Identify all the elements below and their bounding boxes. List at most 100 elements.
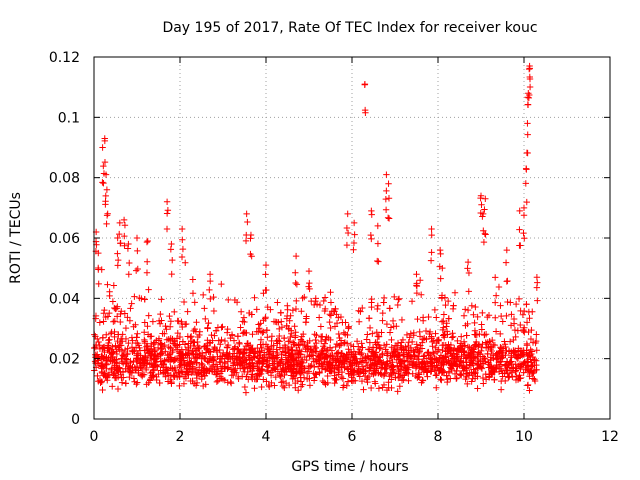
roti-point	[115, 344, 122, 351]
roti-point	[255, 328, 262, 335]
roti-point	[365, 315, 373, 322]
roti-point	[438, 294, 446, 301]
roti-point	[375, 385, 383, 392]
roti-point	[213, 378, 221, 386]
roti-point	[122, 365, 129, 372]
roti-point	[319, 377, 326, 385]
roti-point	[195, 345, 202, 352]
roti-point	[433, 384, 440, 391]
roti-point	[350, 239, 358, 247]
roti-point	[512, 333, 519, 341]
roti-point	[260, 360, 267, 367]
roti-point	[469, 346, 477, 353]
roti-point	[291, 334, 299, 341]
roti-point	[523, 166, 530, 173]
roti-point	[366, 339, 374, 346]
roti-point	[196, 331, 203, 339]
roti-point	[213, 348, 221, 356]
roti-point	[520, 229, 527, 237]
roti-point	[178, 253, 186, 261]
roti-point	[392, 374, 399, 381]
roti-point	[375, 333, 383, 340]
roti-point	[141, 338, 149, 345]
roti-point	[137, 352, 144, 359]
roti-point	[438, 376, 445, 384]
roti-point	[189, 377, 196, 385]
roti-point	[125, 271, 132, 278]
roti-point	[224, 364, 232, 371]
roti-point	[313, 301, 321, 308]
roti-point	[529, 308, 536, 315]
roti-point	[309, 352, 317, 359]
roti-point	[249, 331, 256, 338]
roti-point	[383, 187, 390, 195]
roti-point	[355, 343, 362, 350]
roti-point	[245, 352, 253, 359]
roti-point	[175, 317, 182, 325]
roti-point	[236, 340, 243, 348]
roti-point	[114, 234, 121, 242]
roti-point	[121, 346, 129, 354]
roti-point	[96, 345, 104, 353]
roti-point	[126, 259, 133, 267]
roti-point	[146, 361, 153, 368]
roti-point	[344, 210, 351, 218]
roti-point	[341, 364, 348, 372]
roti-point	[193, 319, 200, 326]
roti-point	[201, 343, 208, 350]
roti-point	[178, 225, 186, 233]
roti-point	[193, 379, 201, 387]
roti-point	[274, 362, 281, 370]
roti-point	[271, 364, 278, 371]
roti-point	[144, 323, 151, 330]
roti-point	[100, 310, 107, 317]
roti-point	[103, 356, 110, 364]
roti-point	[504, 298, 511, 306]
roti-point	[439, 264, 446, 272]
roti-point	[291, 323, 298, 330]
roti-point	[393, 322, 400, 330]
roti-point	[132, 366, 140, 374]
roti-point	[335, 371, 342, 378]
roti-point	[266, 383, 273, 390]
roti-point	[254, 344, 261, 352]
roti-point	[103, 331, 110, 338]
roti-point	[189, 290, 197, 297]
roti-point	[158, 361, 165, 369]
roti-point	[385, 195, 393, 202]
roti-point	[109, 298, 117, 305]
roti-point	[498, 377, 505, 385]
roti-point	[394, 339, 402, 347]
roti-point	[443, 345, 451, 352]
roti-point	[149, 371, 157, 379]
roti-point	[184, 359, 191, 366]
roti-point	[438, 318, 446, 325]
roti-point	[326, 318, 333, 326]
roti-point	[270, 365, 278, 372]
roti-point	[240, 314, 248, 321]
roti-point	[414, 315, 421, 323]
roti-point	[357, 358, 364, 365]
roti-point	[151, 339, 159, 346]
roti-point	[463, 358, 470, 366]
roti-point	[133, 357, 140, 364]
roti-point	[231, 369, 238, 376]
roti-point	[445, 341, 452, 348]
roti-point	[526, 91, 533, 99]
roti-point	[162, 373, 169, 380]
x-tick-label: 6	[348, 429, 357, 445]
roti-point	[501, 338, 508, 345]
roti-point	[478, 201, 485, 208]
roti-point	[398, 345, 405, 353]
roti-point	[321, 340, 329, 347]
roti-point	[107, 330, 115, 337]
roti-point	[429, 349, 437, 356]
roti-point	[264, 334, 271, 341]
roti-point	[212, 327, 220, 335]
roti-point	[345, 366, 352, 373]
roti-point	[248, 311, 255, 318]
roti-point	[254, 360, 261, 368]
roti-point	[244, 218, 251, 226]
roti-point	[163, 225, 171, 233]
roti-point	[106, 371, 113, 379]
